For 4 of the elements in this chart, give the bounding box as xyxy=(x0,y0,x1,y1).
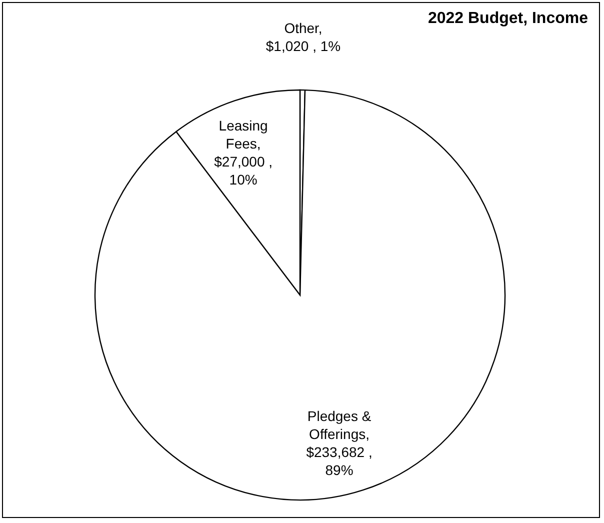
chart-title: 2022 Budget, Income xyxy=(428,10,588,28)
slice-label: Other, $1,020 , 1% xyxy=(266,20,341,54)
slice-label: Pledges & Offerings, $233,682 , 89% xyxy=(306,408,372,478)
slice-label: Leasing Fees, $27,000 , 10% xyxy=(214,117,273,188)
